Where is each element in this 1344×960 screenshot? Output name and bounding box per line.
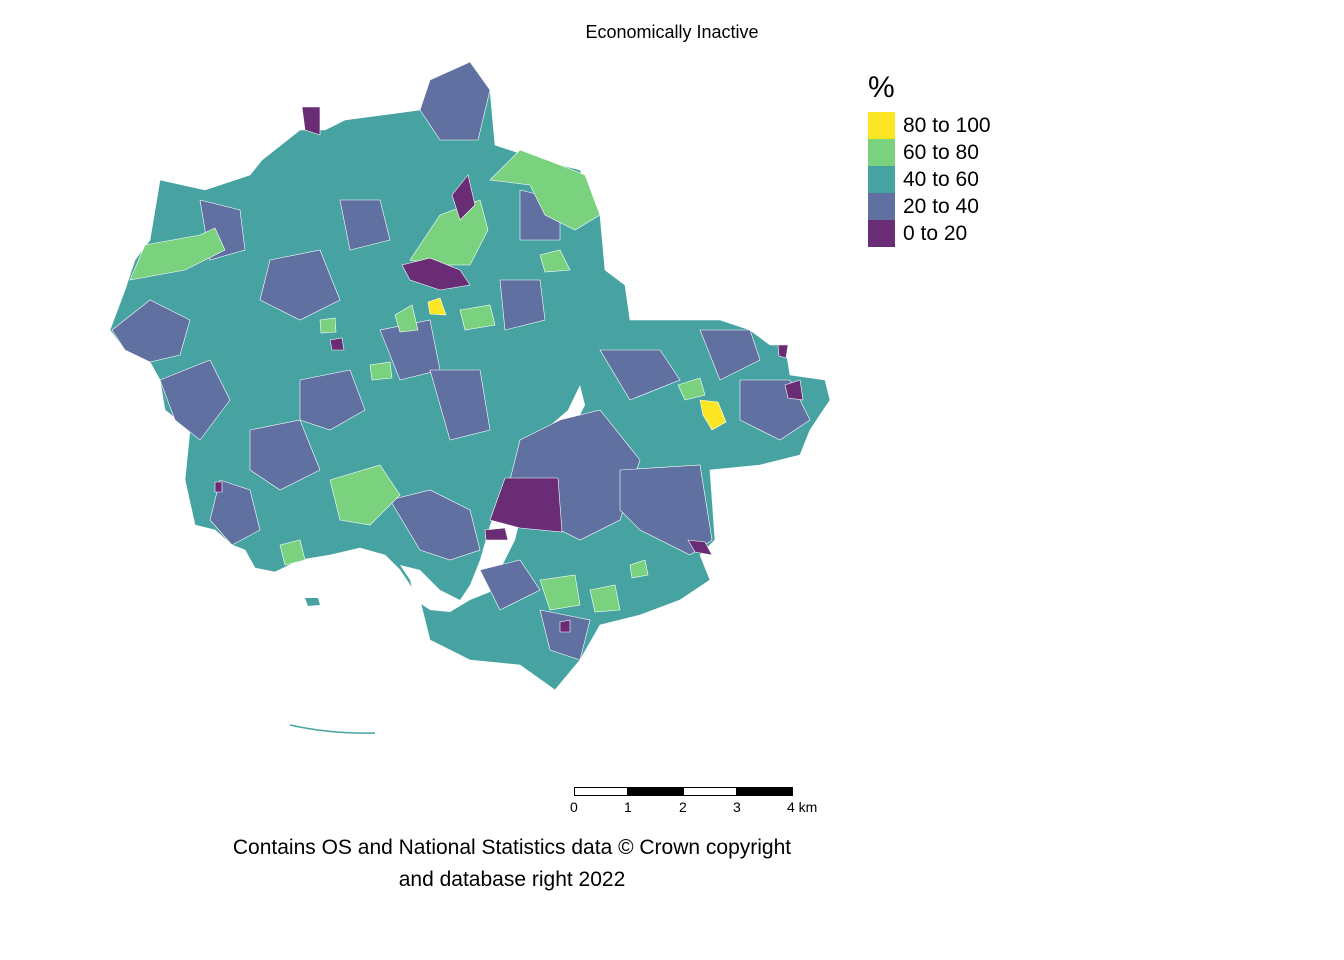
- legend-swatch: [868, 112, 895, 139]
- scale-tick: 2: [679, 799, 687, 815]
- class-80-100-areas: [427, 297, 727, 431]
- island-spit: [289, 724, 376, 734]
- legend-swatch: [868, 166, 895, 193]
- class-0-20-areas: [214, 106, 804, 633]
- scale-tick: 1: [624, 799, 632, 815]
- credit-line-2: and database right 2022: [398, 868, 626, 891]
- class-20-40-areas: [111, 61, 811, 661]
- legend-label: 40 to 60: [903, 167, 979, 191]
- legend-label: 0 to 20: [903, 221, 968, 245]
- credit-line-1: Contains OS and National Statistics data…: [232, 836, 792, 859]
- legend-swatch: [868, 193, 895, 220]
- class-60-80-areas: [129, 149, 706, 613]
- legend-label: 20 to 40: [903, 194, 979, 218]
- map-title: Economically Inactive: [585, 22, 759, 42]
- scale-segment: [737, 787, 793, 796]
- legend-label: 80 to 100: [903, 113, 991, 137]
- legend-item: 20 to 40: [868, 193, 991, 220]
- island-small: [305, 598, 320, 606]
- scale-tick: 0: [570, 799, 578, 815]
- legend-item: 40 to 60: [868, 166, 991, 193]
- copyright-credit: Contains OS and National Statistics data…: [212, 832, 812, 896]
- legend-swatch: [868, 139, 895, 166]
- legend-item: 60 to 80: [868, 139, 991, 166]
- scale-bar: 0 1 2 3 4 km: [570, 786, 832, 816]
- legend-swatch: [868, 220, 895, 247]
- scale-segment: [683, 787, 737, 796]
- legend-item: 0 to 20: [868, 220, 991, 247]
- legend-label: 60 to 80: [903, 140, 979, 164]
- scale-tick: 3: [733, 799, 741, 815]
- scale-tick: 4 km: [787, 799, 818, 815]
- legend-title: %: [868, 71, 895, 104]
- legend-item: 80 to 100: [868, 112, 991, 139]
- scale-segment: [574, 787, 628, 796]
- scale-segment: [628, 787, 683, 796]
- legend: % 80 to 100 60 to 80 40 to 60 20 to 40 0…: [868, 72, 991, 247]
